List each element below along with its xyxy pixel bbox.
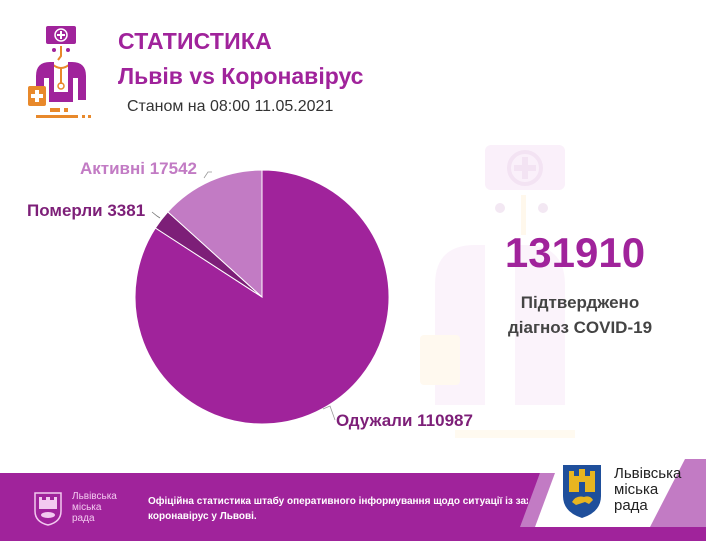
footer-note-line-2: коронавірус у Львові. [148,511,257,522]
pie-slice-recovered[interactable] [134,169,390,425]
pie-slice-active[interactable] [167,169,263,299]
leader-line-dead [151,211,161,219]
total-confirmed-caption: Підтверджено діагноз COVID-19 [490,290,670,340]
doctor-watermark-icon [420,145,575,438]
page-title: СТАТИСТИКА [118,28,272,54]
label-recovered: Одужали 110987 [336,411,473,430]
leader-line-recovered [322,405,336,421]
footer-org-name: Львівська міська рада [72,491,117,524]
caption-line-2: діагноз COVID-19 [507,318,653,337]
footer-note-line-1: Офіційна статистика штабу оперативного і… [148,496,528,507]
page-subtitle: Львів vs Коронавірус [118,63,364,89]
caption-line-1: Підтверджено [520,293,640,312]
crest-org-name: Львівська міська рада [614,465,682,514]
lviv-crest-icon [563,465,601,518]
footer-note: Офіційна статистика штабу оперативного і… [148,494,528,528]
label-active: Активні 17542 [80,159,197,178]
date-line: Станом на 08:00 11.05.2021 [127,98,334,115]
leader-line-active [203,171,212,179]
total-confirmed-value: 131910 [504,229,646,276]
city-crest-outline-icon [34,492,62,526]
label-dead: Померли 3381 [27,201,146,220]
doctor-logo-icon [28,26,91,118]
